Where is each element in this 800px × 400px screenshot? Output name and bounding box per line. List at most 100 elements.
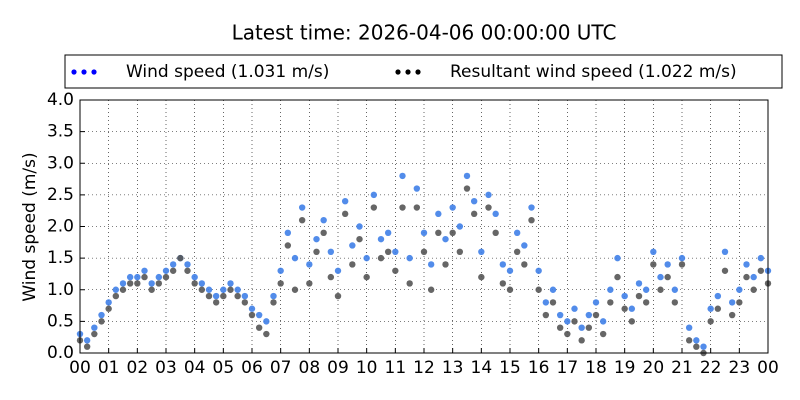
data-point xyxy=(736,286,743,293)
data-point xyxy=(91,330,98,338)
x-tick-label: 19 xyxy=(614,358,636,378)
data-point xyxy=(535,267,542,274)
legend-marker xyxy=(81,69,87,75)
data-point xyxy=(220,292,227,300)
data-point xyxy=(463,172,471,180)
chart-title: Latest time: 2026-04-06 00:00:00 UTC xyxy=(232,21,617,45)
x-tick-label: 00 xyxy=(69,358,91,378)
data-point xyxy=(750,273,757,281)
data-point xyxy=(384,229,392,237)
data-point xyxy=(650,261,657,268)
data-point xyxy=(578,337,585,344)
data-point xyxy=(248,305,256,312)
data-point xyxy=(535,286,542,293)
data-point xyxy=(521,242,528,249)
data-point xyxy=(377,254,385,262)
data-point xyxy=(234,292,241,300)
data-point xyxy=(198,286,206,293)
legend-label: Resultant wind speed (1.022 m/s) xyxy=(450,62,737,82)
data-point xyxy=(298,216,306,224)
data-point xyxy=(478,273,485,281)
data-point xyxy=(542,311,550,319)
x-tick-label: 07 xyxy=(270,358,292,378)
data-point xyxy=(313,235,320,243)
data-point xyxy=(650,248,657,255)
data-point xyxy=(306,280,313,287)
data-point xyxy=(356,223,363,230)
data-point xyxy=(607,286,614,293)
data-point xyxy=(205,292,213,300)
data-point xyxy=(227,280,234,287)
data-point xyxy=(406,280,413,287)
data-point xyxy=(392,267,399,274)
data-point xyxy=(320,229,327,237)
x-tick-label: 16 xyxy=(528,358,550,378)
data-point xyxy=(413,204,421,211)
data-point xyxy=(757,254,765,262)
data-point xyxy=(470,198,478,205)
data-point xyxy=(112,292,120,300)
data-point xyxy=(599,330,607,338)
data-point xyxy=(126,273,134,281)
data-point xyxy=(349,261,356,268)
x-tick-label: 23 xyxy=(729,358,751,378)
data-point xyxy=(420,248,428,255)
legend-box xyxy=(64,54,783,89)
data-point xyxy=(320,216,327,224)
data-point xyxy=(492,229,499,237)
data-point xyxy=(736,299,743,306)
data-point xyxy=(212,299,220,306)
data-point xyxy=(427,261,435,268)
data-point xyxy=(356,235,363,243)
data-point xyxy=(277,267,284,274)
data-point xyxy=(628,318,636,325)
data-point xyxy=(750,286,757,293)
data-point xyxy=(642,286,650,293)
data-point xyxy=(664,261,671,268)
x-tick-label: 08 xyxy=(299,358,321,378)
data-point xyxy=(499,261,507,268)
data-point xyxy=(542,299,550,306)
data-point xyxy=(327,273,335,281)
data-point xyxy=(564,330,571,338)
data-point xyxy=(327,248,335,255)
data-point xyxy=(155,280,163,287)
data-point xyxy=(141,267,148,274)
data-point xyxy=(707,305,714,312)
data-point xyxy=(571,305,578,312)
data-point xyxy=(119,286,127,293)
data-point xyxy=(349,242,356,249)
data-point xyxy=(607,299,614,306)
plot-frame xyxy=(79,99,769,354)
data-point xyxy=(134,273,141,281)
data-point xyxy=(112,286,120,293)
data-point xyxy=(657,286,664,293)
x-tick-label: 05 xyxy=(213,358,235,378)
data-point xyxy=(98,318,105,325)
data-point xyxy=(341,210,349,218)
data-point xyxy=(521,261,528,268)
data-point xyxy=(177,254,184,262)
data-point xyxy=(485,191,492,199)
legend-marker xyxy=(71,69,77,75)
x-tick-label: 03 xyxy=(155,358,177,378)
data-point xyxy=(664,273,671,281)
data-point xyxy=(585,311,593,319)
data-point xyxy=(743,273,750,281)
data-point xyxy=(435,229,442,237)
data-point xyxy=(556,311,564,319)
x-tick-label: 17 xyxy=(557,358,579,378)
data-point xyxy=(384,248,392,255)
data-point xyxy=(148,286,155,293)
data-point xyxy=(549,286,557,293)
x-tick-label: 20 xyxy=(643,358,665,378)
data-point xyxy=(714,292,722,300)
data-point xyxy=(678,261,686,268)
data-point xyxy=(478,248,485,255)
data-point xyxy=(621,292,628,300)
data-point xyxy=(456,248,464,255)
data-point xyxy=(635,280,643,287)
legend-marker xyxy=(91,69,97,75)
data-point xyxy=(435,210,442,218)
data-point xyxy=(363,273,370,281)
